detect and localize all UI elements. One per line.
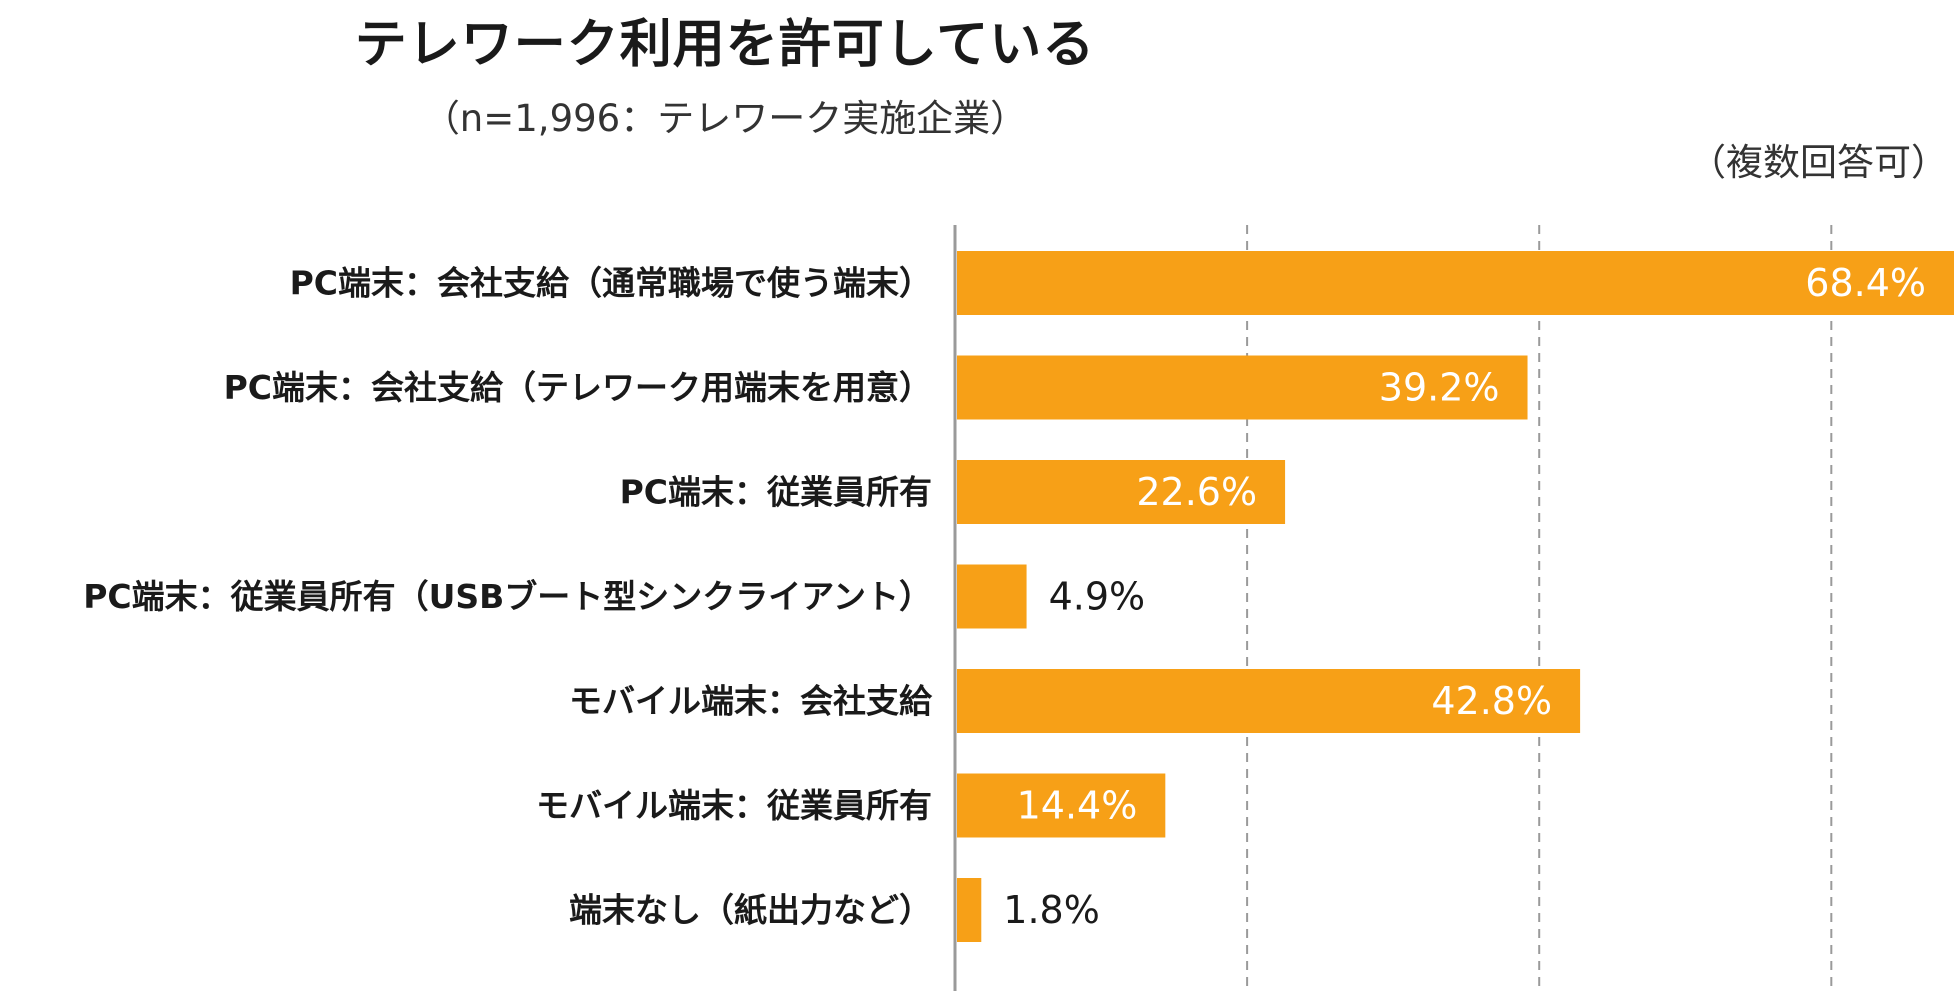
chart-title: テレワーク利用を許可している <box>354 15 1096 75</box>
value-label-6: 1.8% <box>1003 888 1100 932</box>
bar-0 <box>957 251 1954 315</box>
gridlines <box>1246 225 1833 991</box>
category-label-0: PC端末：会社支給（通常職場で使う端末） <box>290 264 932 303</box>
bar-3 <box>957 564 1027 629</box>
category-label-3: PC端末：従業員所有（USBブート型シンクライアント） <box>83 577 932 616</box>
category-label-4: モバイル端末：会社支給 <box>569 682 933 721</box>
value-label-1: 39.2% <box>1379 366 1500 410</box>
category-labels: PC端末：会社支給（通常職場で使う端末） PC端末：会社支給（テレワーク用端末を用… <box>83 264 933 930</box>
value-label-4: 42.8% <box>1431 679 1552 723</box>
bar-2 <box>957 460 1286 524</box>
category-label-6: 端末なし（紙出力など） <box>569 891 932 930</box>
category-label-2: PC端末：従業員所有 <box>620 473 932 512</box>
bar-5 <box>957 773 1166 838</box>
multiple-answer-note: （複数回答可） <box>1689 141 1948 184</box>
value-labels: 68.4% 39.2% 22.6% 4.9% 42.8% 14.4% 1.8% <box>1003 261 1926 932</box>
bar-6 <box>957 878 982 942</box>
value-label-0: 68.4% <box>1805 261 1926 305</box>
bar-1 <box>957 355 1528 420</box>
value-label-2: 22.6% <box>1136 470 1257 514</box>
category-label-5: モバイル端末：従業員所有 <box>536 786 932 825</box>
category-label-1: PC端末：会社支給（テレワーク用端末を用意） <box>224 368 932 407</box>
value-label-3: 4.9% <box>1049 575 1146 619</box>
chart-subtitle: （n=1,996：テレワーク実施企業） <box>422 97 1028 140</box>
bars <box>957 251 1954 942</box>
value-label-5: 14.4% <box>1017 784 1138 828</box>
bar-4 <box>957 669 1581 733</box>
